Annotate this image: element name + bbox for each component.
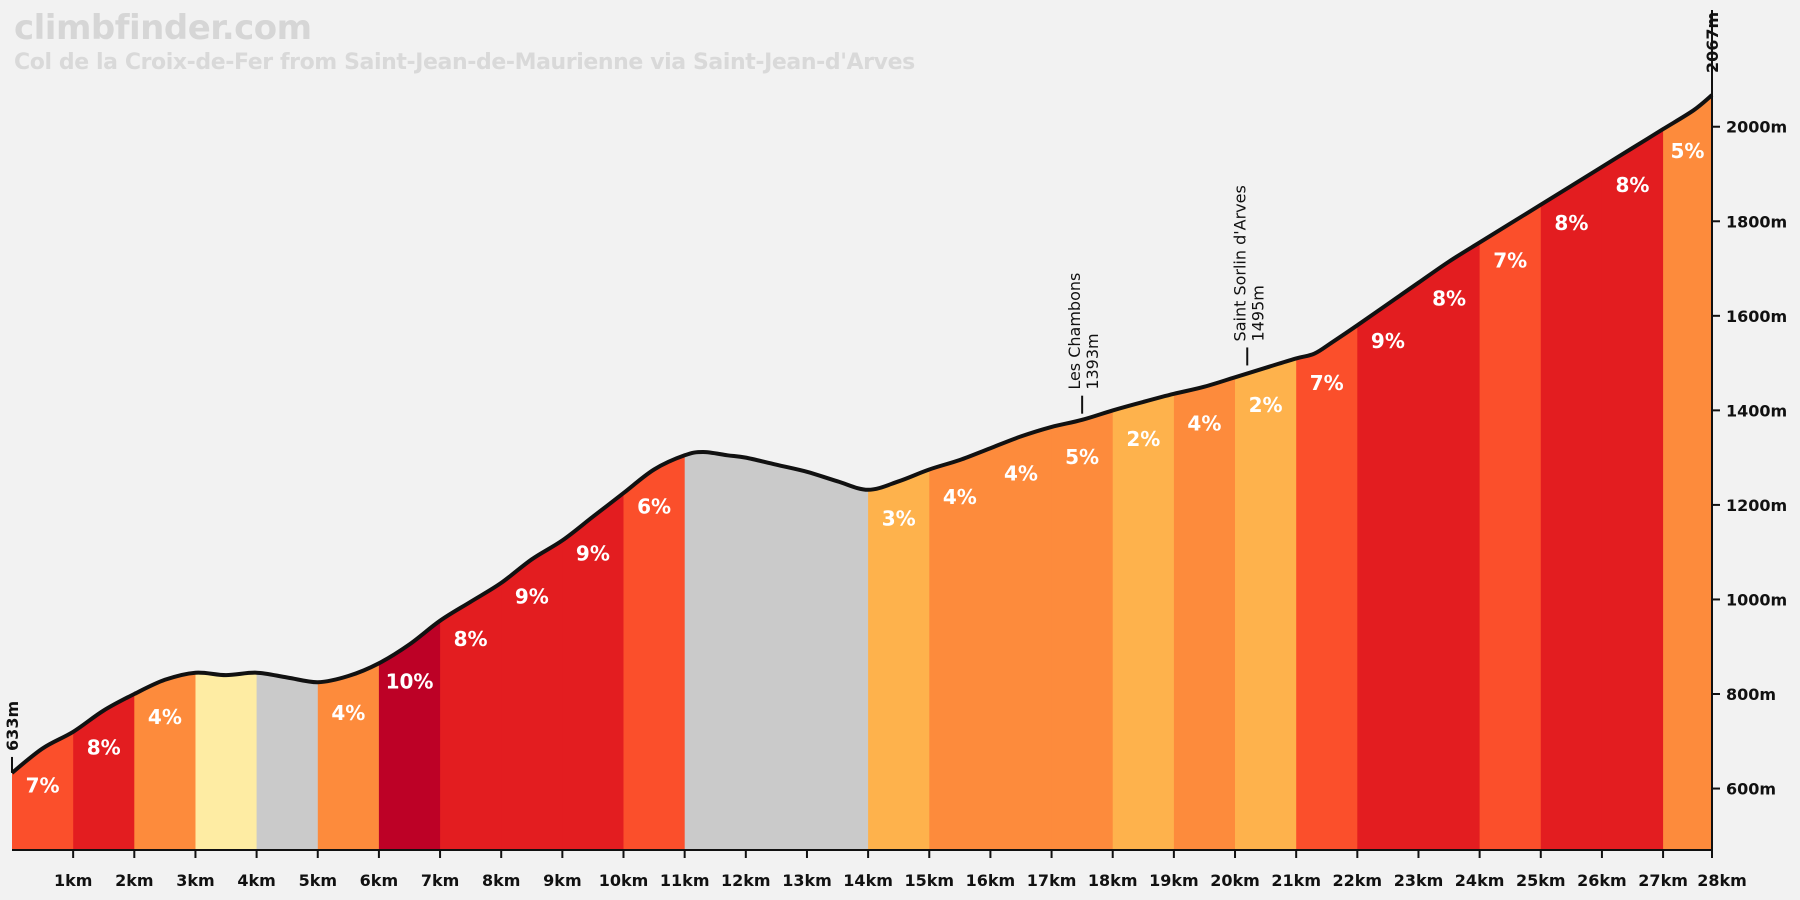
grade-label: 9%	[576, 542, 610, 566]
x-tick-label: 4km	[237, 871, 275, 890]
grade-label: 7%	[1310, 371, 1344, 395]
grade-segment	[929, 95, 992, 850]
grade-segment	[501, 95, 563, 850]
y-tick-label: 1200m	[1726, 496, 1787, 515]
grade-label: 4%	[1004, 461, 1038, 485]
x-tick-label: 14km	[843, 871, 893, 890]
grade-label: 3%	[882, 506, 916, 530]
start-end-markers: 633m 2067m	[3, 12, 1722, 773]
grade-label: 4%	[331, 701, 365, 725]
y-tick-label: 1800m	[1726, 212, 1787, 231]
grade-segment	[1418, 95, 1481, 850]
grade-segment	[378, 95, 441, 850]
x-tick-label: 5km	[299, 871, 337, 890]
y-tick-label: 1600m	[1726, 307, 1787, 326]
grade-label: 4%	[148, 705, 182, 729]
grade-segment	[1296, 95, 1358, 850]
grade-label: 8%	[1432, 287, 1466, 311]
start-elevation-label: 633m	[3, 701, 22, 751]
x-tick-label: 11km	[660, 871, 710, 890]
grade-segment	[562, 95, 625, 850]
points-of-interest: Les Chambons 1393m Saint Sorlin d'Arves 149…	[1065, 185, 1267, 414]
grade-segments	[12, 95, 1712, 850]
x-tick-label: 6km	[360, 871, 398, 890]
grade-label: 2%	[1126, 427, 1160, 451]
x-tick-label: 3km	[176, 871, 214, 890]
y-tick-label: 1400m	[1726, 401, 1787, 420]
grade-segment	[195, 95, 258, 850]
x-tick-label: 26km	[1577, 871, 1627, 890]
grade-segment	[440, 95, 502, 850]
x-tick-label: 7km	[421, 871, 459, 890]
grade-label: 5%	[1065, 445, 1099, 469]
grade-segment	[868, 95, 930, 850]
grade-label: 7%	[26, 773, 60, 797]
x-tick-label: 18km	[1088, 871, 1138, 890]
y-tick-label: 2000m	[1726, 118, 1787, 137]
grade-label: 8%	[87, 736, 121, 760]
x-tick-label: 10km	[599, 871, 649, 890]
grade-segment	[256, 95, 319, 850]
y-tick-label: 1000m	[1726, 591, 1787, 610]
grade-label: 5%	[1671, 139, 1705, 163]
grade-segment	[990, 95, 1053, 850]
x-tick-label: 24km	[1455, 871, 1505, 890]
grade-label: 9%	[1371, 329, 1405, 353]
grade-label: 4%	[943, 485, 977, 509]
x-tick-label: 27km	[1638, 871, 1688, 890]
poi-elevation: 1393m	[1083, 333, 1102, 389]
grade-label: 4%	[1187, 412, 1221, 436]
x-tick-label: 17km	[1027, 871, 1077, 890]
grade-label: 8%	[1554, 211, 1588, 235]
poi-name: Les Chambons	[1065, 273, 1084, 390]
grade-segment	[1357, 95, 1420, 850]
x-tick-label: 15km	[905, 871, 955, 890]
x-tick-label: 9km	[543, 871, 581, 890]
x-axis: 1km 2km 3km 4km 5km 6km 7km 8km 9km 10km 11km 12km 1…	[12, 849, 1747, 890]
poi-label-group: Saint Sorlin d'Arves 1495m	[1230, 185, 1267, 341]
poi-name: Saint Sorlin d'Arves	[1230, 185, 1249, 341]
x-tick-label: 19km	[1149, 871, 1199, 890]
chart-title: Col de la Croix-de-Fer from Saint-Jean-d…	[14, 50, 915, 75]
x-tick-label: 8km	[482, 871, 520, 890]
x-tick-label: 1km	[54, 871, 92, 890]
grade-label: 6%	[637, 495, 671, 519]
x-tick-label: 25km	[1516, 871, 1566, 890]
x-tick-label: 28km	[1697, 871, 1747, 890]
grade-segment	[1663, 95, 1712, 850]
x-tick-label: 22km	[1333, 871, 1383, 890]
x-tick-label: 23km	[1394, 871, 1444, 890]
x-tick-label: 16km	[966, 871, 1016, 890]
x-tick-label: 2km	[115, 871, 153, 890]
poi-elevation: 1495m	[1248, 285, 1267, 341]
grade-label: 9%	[515, 584, 549, 608]
x-tick-label: 12km	[721, 871, 771, 890]
grade-labels: 7% 8% 4% 4% 10% 8% 9% 9% 6% 3% 4% 4% 5% 2% 4% 2% 7% 9% 8% 7…	[26, 139, 1705, 797]
grade-segment	[73, 95, 135, 850]
grade-segment	[1479, 95, 1542, 850]
end-elevation-label: 2067m	[1703, 12, 1722, 73]
poi-label-group: Les Chambons 1393m	[1065, 273, 1102, 390]
x-tick-label: 20km	[1210, 871, 1260, 890]
grade-segment	[1601, 95, 1664, 850]
grade-segment	[1235, 95, 1297, 850]
grade-label: 8%	[454, 627, 488, 651]
grade-segment	[1540, 95, 1603, 850]
grade-label: 7%	[1493, 249, 1527, 273]
grade-label: 2%	[1249, 393, 1283, 417]
y-axis: 600m 800m 1000m 1200m 1400m 1600m 1800m 2000m	[1711, 10, 1787, 850]
y-tick-label: 600m	[1726, 780, 1776, 799]
grade-segment	[684, 95, 869, 850]
elevation-profile-line	[10, 93, 1714, 775]
grade-label: 8%	[1616, 173, 1650, 197]
y-tick-label: 800m	[1726, 685, 1776, 704]
x-tick-label: 13km	[782, 871, 832, 890]
grade-segment	[623, 95, 686, 850]
x-tick-label: 21km	[1271, 871, 1321, 890]
grade-label: 10%	[386, 669, 434, 693]
brand-logo-text: climbfinder.com	[14, 8, 312, 48]
grade-segment	[1112, 95, 1175, 850]
